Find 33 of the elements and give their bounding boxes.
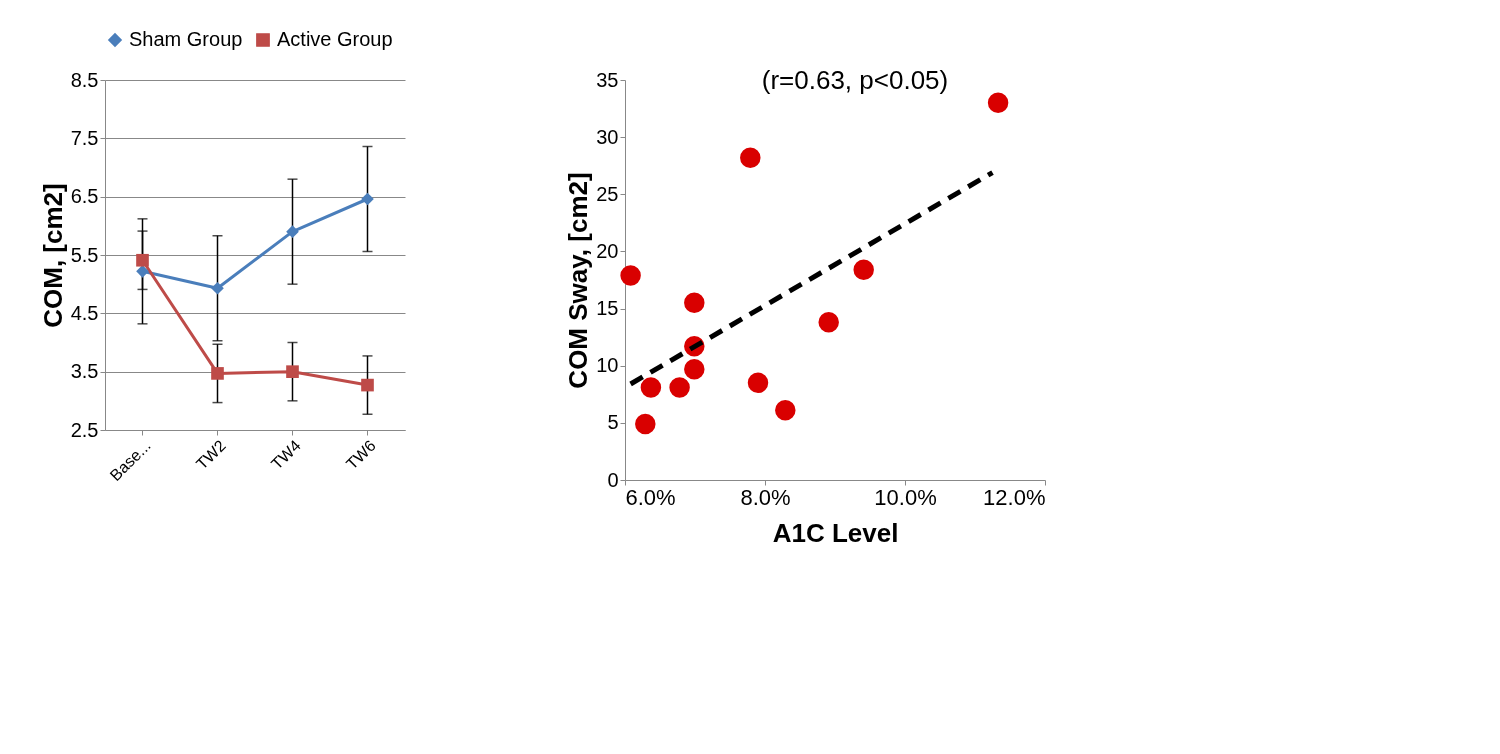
y-tick-label: 20 — [596, 239, 619, 262]
x-tick-label: 12.0% — [983, 484, 1046, 510]
annotation: (r=0.63, p<0.05) — [761, 65, 949, 95]
x-axis-title: A1C Level — [772, 517, 899, 548]
x-tick-label: 8.0% — [740, 484, 791, 510]
x-tick-label: 10.0% — [874, 484, 937, 510]
point — [136, 265, 149, 278]
point — [211, 367, 224, 380]
y-tick-label: 25 — [596, 182, 619, 205]
y-tick-label: 2.5 — [70, 418, 99, 441]
y-tick-label: 3.5 — [70, 360, 99, 383]
y-tick-label: 15 — [596, 297, 619, 320]
y-tick-label: 35 — [596, 68, 619, 91]
y-tick-label: 4.5 — [70, 301, 99, 324]
y-tick-label: 10 — [596, 354, 619, 377]
point — [286, 225, 299, 238]
y-axis-title: COM, [cm2] — [37, 183, 68, 328]
y-tick-label: 6.5 — [70, 185, 99, 208]
x-tick-label: 6.0% — [625, 484, 676, 510]
legend-label: Active Group — [277, 28, 393, 50]
y-tick-label: 30 — [596, 125, 619, 148]
point — [211, 281, 224, 295]
y-axis-title: COM Sway, [cm2] — [563, 172, 594, 389]
y-tick-label: 0 — [607, 468, 619, 491]
point — [361, 378, 374, 392]
point — [286, 365, 299, 378]
point — [136, 253, 149, 267]
y-tick-label: 7.5 — [70, 126, 99, 149]
y-tick-label: 5 — [607, 411, 619, 434]
y-tick-label: 8.5 — [70, 68, 99, 91]
point — [361, 192, 374, 206]
y-tick-label: 5.5 — [70, 243, 99, 266]
legend-label: Sham Group — [129, 28, 243, 50]
